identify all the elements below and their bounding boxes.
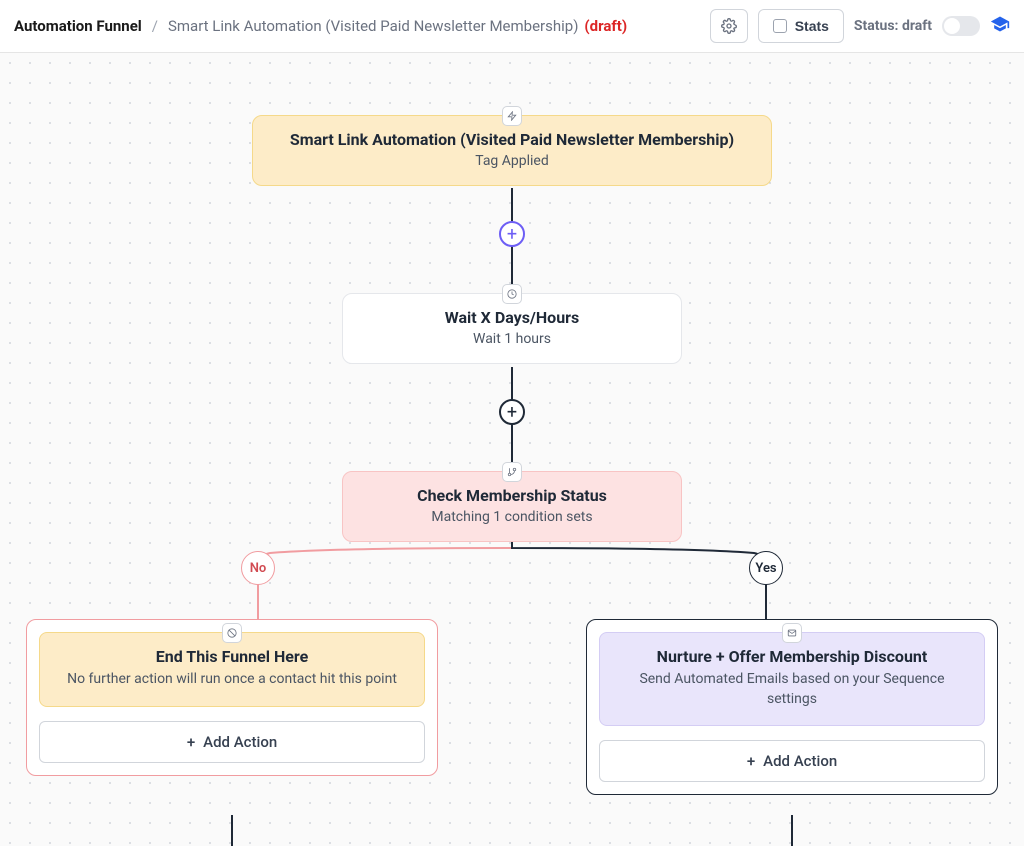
trigger-title: Smart Link Automation (Visited Paid News… <box>273 130 751 149</box>
add-action-button[interactable]: + Add Action <box>599 740 985 782</box>
settings-button[interactable] <box>710 9 748 43</box>
breadcrumb: Automation Funnel / Smart Link Automatio… <box>14 17 627 35</box>
status-toggle[interactable] <box>942 16 980 36</box>
gear-icon <box>721 18 737 34</box>
status-label: Status: draft <box>854 18 932 34</box>
branch-no-container: End This Funnel Here No further action w… <box>26 619 438 776</box>
condition-title: Check Membership Status <box>363 486 661 505</box>
add-step-button[interactable]: + <box>499 221 525 247</box>
branch-yes-container: Nurture + Offer Membership Discount Send… <box>586 619 998 795</box>
stop-icon <box>222 623 242 643</box>
add-action-label: Add Action <box>203 733 277 751</box>
wait-subtitle: Wait 1 hours <box>363 331 661 347</box>
plus-icon: + <box>187 733 195 751</box>
wait-node[interactable]: Wait X Days/Hours Wait 1 hours <box>342 293 682 364</box>
add-action-label: Add Action <box>763 752 837 770</box>
trigger-subtitle: Tag Applied <box>273 153 751 169</box>
branch-icon <box>502 462 522 482</box>
breadcrumb-separator: / <box>152 17 158 35</box>
sequence-subtitle: Send Automated Emails based on your Sequ… <box>616 670 968 709</box>
stats-label: Stats <box>795 18 829 34</box>
breadcrumb-current: Smart Link Automation (Visited Paid News… <box>168 17 578 35</box>
sequence-node[interactable]: Nurture + Offer Membership Discount Send… <box>599 632 985 726</box>
plus-icon: + <box>747 752 755 770</box>
breadcrumb-root[interactable]: Automation Funnel <box>14 17 142 35</box>
end-funnel-subtitle: No further action will run once a contac… <box>56 670 408 690</box>
condition-subtitle: Matching 1 condition sets <box>363 509 661 525</box>
condition-node[interactable]: Check Membership Status Matching 1 condi… <box>342 471 682 542</box>
email-sequence-icon <box>782 623 802 643</box>
clock-icon <box>502 284 522 304</box>
add-action-button[interactable]: + Add Action <box>39 721 425 763</box>
draft-badge: (draft) <box>584 17 627 35</box>
stats-checkbox-icon <box>773 19 787 33</box>
branch-no-label: No <box>241 551 275 585</box>
flow-canvas[interactable]: Smart Link Automation (Visited Paid News… <box>0 53 1024 846</box>
lightning-icon <box>502 106 522 126</box>
header-bar: Automation Funnel / Smart Link Automatio… <box>0 0 1024 53</box>
add-step-button[interactable]: + <box>499 399 525 425</box>
graduation-cap-icon[interactable] <box>990 14 1010 38</box>
sequence-title: Nurture + Offer Membership Discount <box>616 647 968 666</box>
stats-button[interactable]: Stats <box>758 9 844 43</box>
end-funnel-node[interactable]: End This Funnel Here No further action w… <box>39 632 425 707</box>
branch-yes-label: Yes <box>749 551 783 585</box>
wait-title: Wait X Days/Hours <box>363 308 661 327</box>
end-funnel-title: End This Funnel Here <box>56 647 408 666</box>
header-actions: Stats Status: draft <box>710 9 1010 43</box>
trigger-node[interactable]: Smart Link Automation (Visited Paid News… <box>252 115 772 186</box>
